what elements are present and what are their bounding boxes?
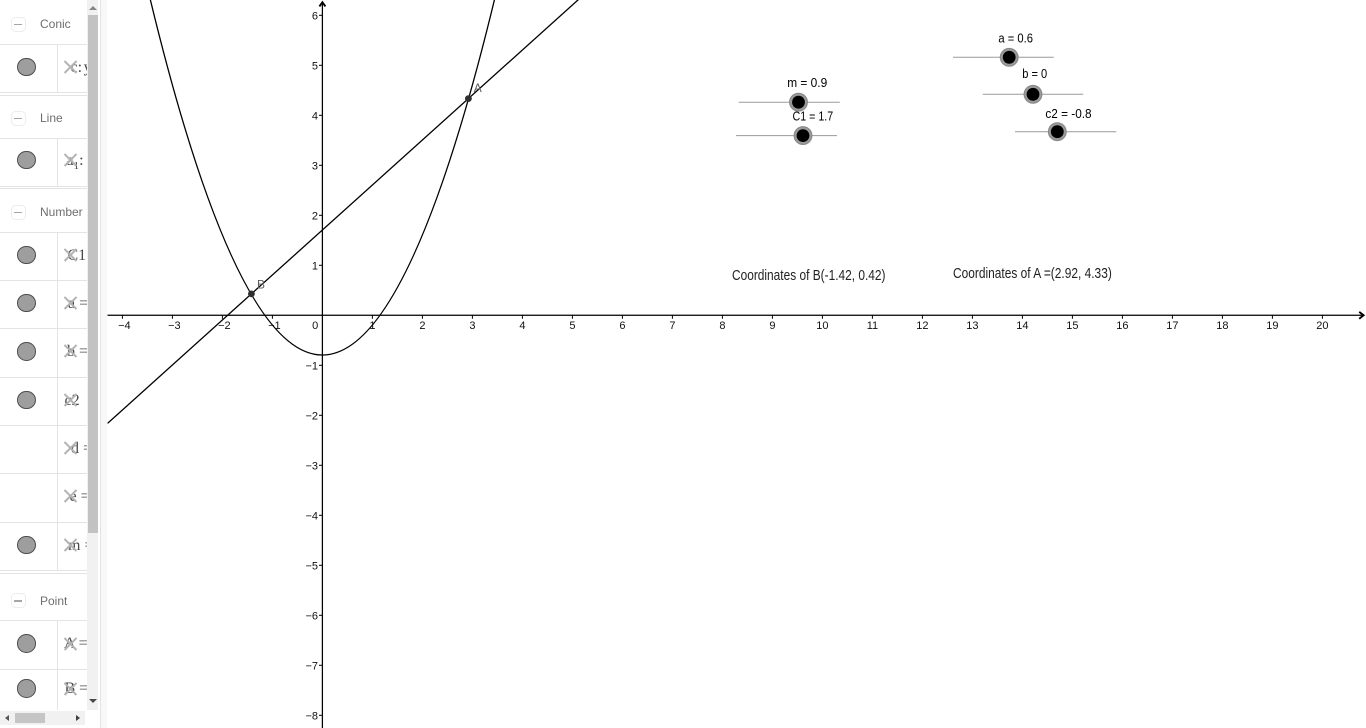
svg-text:4: 4 [312,110,318,122]
svg-text:C1 = 1.7: C1 = 1.7 [793,109,834,124]
svg-text:17: 17 [1166,320,1178,332]
svg-text:0: 0 [312,320,318,332]
svg-text:a = 0.6: a = 0.6 [998,30,1033,45]
svg-text:5: 5 [312,60,318,72]
svg-text:−2: −2 [305,410,318,422]
svg-text:−6: −6 [305,610,318,622]
svg-text:7: 7 [669,320,675,332]
svg-text:8: 8 [719,320,725,332]
svg-text:10: 10 [816,320,828,332]
svg-text:4: 4 [519,320,525,332]
svg-text:−5: −5 [305,560,318,572]
svg-text:b = 0: b = 0 [1022,66,1047,81]
svg-text:15: 15 [1066,320,1078,332]
svg-text:18: 18 [1216,320,1228,332]
svg-text:14: 14 [1016,320,1028,332]
svg-text:−4: −4 [118,320,131,332]
svg-text:Coordinates of A =(2.92, 4.33): Coordinates of A =(2.92, 4.33) [953,266,1112,282]
svg-text:1: 1 [312,260,318,272]
svg-text:1: 1 [369,320,375,332]
svg-text:19: 19 [1266,320,1278,332]
svg-text:6: 6 [312,10,318,22]
svg-text:16: 16 [1116,320,1128,332]
svg-text:m = 0.9: m = 0.9 [787,75,827,90]
svg-text:2: 2 [312,210,318,222]
svg-text:−2: −2 [218,320,231,332]
svg-text:−8: −8 [305,710,318,722]
svg-text:3: 3 [312,160,318,172]
svg-text:2: 2 [419,320,425,332]
svg-text:−3: −3 [305,460,318,472]
svg-text:13: 13 [966,320,978,332]
svg-text:11: 11 [867,320,878,332]
svg-text:−7: −7 [305,660,318,672]
svg-text:−4: −4 [305,510,318,522]
svg-text:c2 = -0.8: c2 = -0.8 [1045,106,1091,121]
svg-text:20: 20 [1316,320,1328,332]
svg-text:9: 9 [769,320,775,332]
svg-text:−1: −1 [305,360,318,372]
svg-text:6: 6 [619,320,625,332]
svg-text:5: 5 [569,320,575,332]
svg-text:Coordinates of B(-1.42, 0.42): Coordinates of B(-1.42, 0.42) [732,268,886,284]
svg-text:3: 3 [469,320,475,332]
svg-text:B: B [257,277,265,291]
svg-text:−3: −3 [168,320,181,332]
svg-text:12: 12 [916,320,928,332]
svg-text:A: A [474,81,482,95]
